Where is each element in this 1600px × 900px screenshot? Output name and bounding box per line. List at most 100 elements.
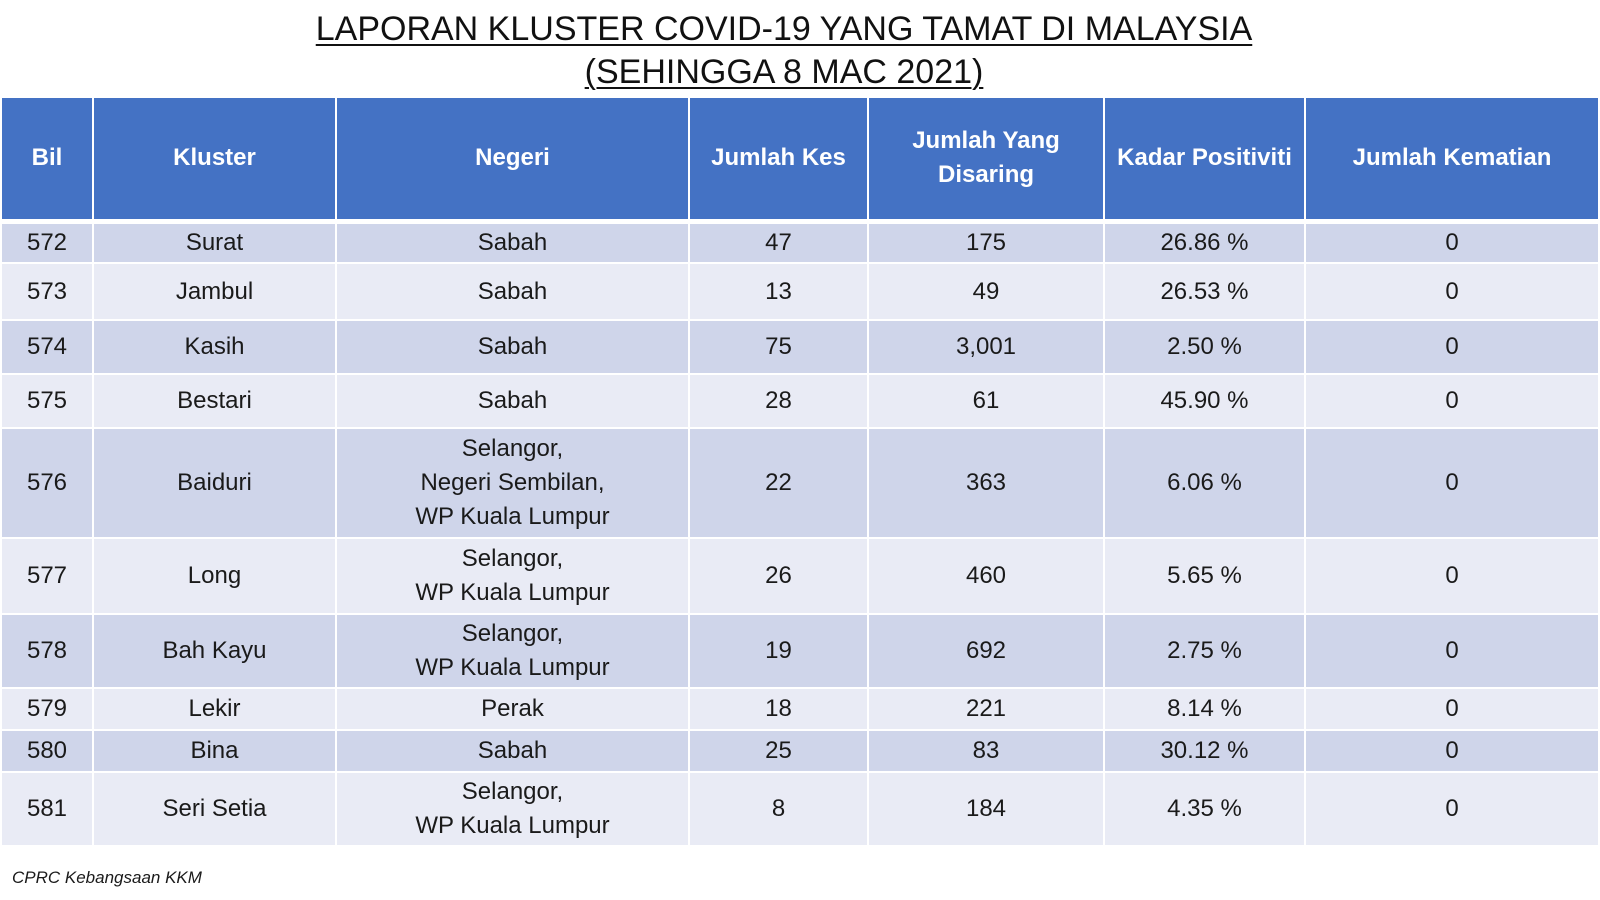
- negeri-line: Sabah: [477, 737, 548, 764]
- table-row: 580 Bina Sabah 25 83 30.12 % 0: [0, 729, 1600, 773]
- cell-jumlah-disaring: 3,001: [867, 319, 1105, 375]
- cell-kluster: Bah Kayu: [92, 613, 337, 689]
- negeri-line: Perak: [481, 695, 544, 722]
- table-row: 579 Lekir Perak 18 221 8.14 % 0: [0, 687, 1600, 731]
- cell-negeri: Sabah: [335, 373, 690, 429]
- negeri-line: WP Kuala Lumpur: [415, 654, 610, 681]
- table-row: 577 Long Selangor, WP Kuala Lumpur 26 460 5.65…: [0, 537, 1600, 615]
- cell-jumlah-kes: 18: [688, 687, 869, 731]
- cell-jumlah-disaring: 460: [867, 537, 1105, 615]
- cell-jumlah-kes: 25: [688, 729, 869, 773]
- negeri-line: Selangor,: [461, 778, 564, 805]
- negeri-line: Sabah: [477, 228, 548, 256]
- cell-jumlah-kes: 28: [688, 373, 869, 429]
- table-body: 572 Surat Sabah 47 175 26.86 % 0 573 Jambul Sabah…: [0, 220, 1600, 847]
- table-row: 578 Bah Kayu Selangor, WP Kuala Lumpur 19 692…: [0, 613, 1600, 689]
- cell-kadar-positiviti: 26.53 %: [1103, 262, 1306, 321]
- negeri-line: Selangor,: [461, 620, 564, 647]
- cell-kadar-positiviti: 6.06 %: [1103, 427, 1306, 539]
- cell-jumlah-kes: 13: [688, 262, 869, 321]
- negeri-line: WP Kuala Lumpur: [415, 579, 610, 606]
- table-row: 573 Jambul Sabah 13 49 26.53 % 0: [0, 262, 1600, 321]
- header-negeri: Negeri: [335, 96, 690, 224]
- cell-negeri: Selangor, WP Kuala Lumpur: [335, 613, 690, 689]
- cell-jumlah-disaring: 61: [867, 373, 1105, 429]
- cell-negeri: Selangor, WP Kuala Lumpur: [335, 537, 690, 615]
- cell-negeri: Selangor, WP Kuala Lumpur: [335, 771, 690, 847]
- table-header-row: Bil Kluster Negeri Jumlah Kes Jumlah Yan…: [0, 96, 1600, 224]
- cell-kadar-positiviti: 30.12 %: [1103, 729, 1306, 773]
- cell-negeri: Sabah: [335, 220, 690, 264]
- cell-kadar-positiviti: 26.86 %: [1103, 220, 1306, 264]
- cluster-table: Bil Kluster Negeri Jumlah Kes Jumlah Yan…: [0, 96, 1600, 847]
- page-title: LAPORAN KLUSTER COVID-19 YANG TAMAT DI M…: [0, 8, 1568, 94]
- cell-jumlah-kematian: 0: [1304, 613, 1600, 689]
- cell-jumlah-disaring: 692: [867, 613, 1105, 689]
- negeri-line: Selangor,: [461, 435, 564, 462]
- header-kluster: Kluster: [92, 96, 337, 224]
- header-jumlah-kes: Jumlah Kes: [688, 96, 869, 224]
- cell-kadar-positiviti: 2.75 %: [1103, 613, 1306, 689]
- cell-bil: 574: [0, 319, 94, 375]
- cell-kadar-positiviti: 4.35 %: [1103, 771, 1306, 847]
- cell-bil: 573: [0, 262, 94, 321]
- cell-jumlah-kematian: 0: [1304, 262, 1600, 321]
- cell-jumlah-disaring: 184: [867, 771, 1105, 847]
- cell-jumlah-kematian: 0: [1304, 687, 1600, 731]
- cell-jumlah-kematian: 0: [1304, 537, 1600, 615]
- cell-kluster: Lekir: [92, 687, 337, 731]
- cell-kluster: Surat: [92, 220, 337, 264]
- header-jumlah-disaring-line-2: Disaring: [937, 161, 1035, 189]
- cell-jumlah-kematian: 0: [1304, 771, 1600, 847]
- negeri-line: Selangor,: [461, 545, 564, 572]
- cell-negeri: Perak: [335, 687, 690, 731]
- header-jumlah-disaring-line-1: Jumlah Yang: [912, 127, 1060, 155]
- table-row: 576 Baiduri Selangor, Negeri Sembilan, WP Ku…: [0, 427, 1600, 539]
- cell-jumlah-kes: 22: [688, 427, 869, 539]
- cell-jumlah-disaring: 49: [867, 262, 1105, 321]
- cell-jumlah-kes: 8: [688, 771, 869, 847]
- header-bil: Bil: [0, 96, 94, 224]
- cell-kluster: Kasih: [92, 319, 337, 375]
- cell-jumlah-kematian: 0: [1304, 427, 1600, 539]
- cell-kadar-positiviti: 2.50 %: [1103, 319, 1306, 375]
- table-row: 572 Surat Sabah 47 175 26.86 % 0: [0, 220, 1600, 264]
- cell-kluster: Jambul: [92, 262, 337, 321]
- cell-bil: 581: [0, 771, 94, 847]
- cell-jumlah-kes: 19: [688, 613, 869, 689]
- cell-kluster: Baiduri: [92, 427, 337, 539]
- header-kadar-positiviti: Kadar Positiviti: [1103, 96, 1306, 224]
- cell-jumlah-kematian: 0: [1304, 729, 1600, 773]
- cell-kluster: Seri Setia: [92, 771, 337, 847]
- title-line-2: (SEHINGGA 8 MAC 2021): [584, 53, 984, 91]
- cell-jumlah-kes: 75: [688, 319, 869, 375]
- cell-bil: 576: [0, 427, 94, 539]
- cell-bil: 577: [0, 537, 94, 615]
- header-jumlah-kematian: Jumlah Kematian: [1304, 96, 1600, 224]
- cell-jumlah-disaring: 175: [867, 220, 1105, 264]
- cell-negeri: Selangor, Negeri Sembilan, WP Kuala Lumpur: [335, 427, 690, 539]
- cell-jumlah-disaring: 221: [867, 687, 1105, 731]
- cell-kadar-positiviti: 5.65 %: [1103, 537, 1306, 615]
- cell-kluster: Bestari: [92, 373, 337, 429]
- cell-jumlah-kes: 47: [688, 220, 869, 264]
- cell-negeri: Sabah: [335, 262, 690, 321]
- cell-bil: 572: [0, 220, 94, 264]
- table-row: 581 Seri Setia Selangor, WP Kuala Lumpur 8 18…: [0, 771, 1600, 847]
- cell-bil: 579: [0, 687, 94, 731]
- table-row: 574 Kasih Sabah 75 3,001 2.50 % 0: [0, 319, 1600, 375]
- cell-bil: 578: [0, 613, 94, 689]
- negeri-line: WP Kuala Lumpur: [415, 503, 610, 530]
- cell-jumlah-kematian: 0: [1304, 220, 1600, 264]
- cell-negeri: Sabah: [335, 729, 690, 773]
- cell-kluster: Bina: [92, 729, 337, 773]
- negeri-line: Negeri Sembilan,: [420, 469, 605, 496]
- negeri-line: WP Kuala Lumpur: [415, 812, 610, 839]
- negeri-line: Sabah: [477, 387, 548, 414]
- cell-jumlah-kematian: 0: [1304, 373, 1600, 429]
- cell-jumlah-disaring: 83: [867, 729, 1105, 773]
- cell-negeri: Sabah: [335, 319, 690, 375]
- negeri-line: Sabah: [477, 277, 548, 305]
- header-jumlah-disaring: Jumlah Yang Disaring: [867, 96, 1105, 224]
